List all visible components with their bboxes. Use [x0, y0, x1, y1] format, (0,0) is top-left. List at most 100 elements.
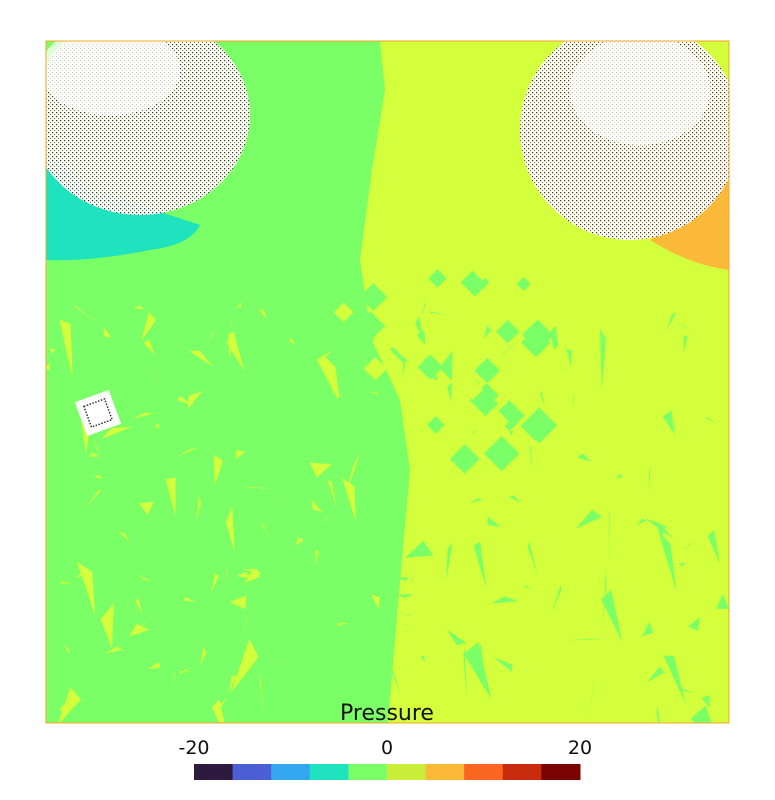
- mesh-artifact: [258, 309, 266, 319]
- mesh-artifact: [429, 311, 447, 315]
- mesh-diamond: [516, 277, 531, 291]
- mesh-artifact: [582, 355, 587, 363]
- mesh-artifact: [315, 550, 319, 566]
- mesh-artifact: [187, 391, 203, 410]
- mesh-artifact: [602, 568, 607, 632]
- mesh-artifact: [600, 589, 623, 643]
- mesh-artifact: [642, 621, 654, 637]
- mesh-artifact: [463, 641, 492, 700]
- mesh-artifact: [311, 499, 322, 513]
- mesh-diamond: [333, 302, 354, 322]
- domain-border: [45, 40, 730, 724]
- mesh-artifact: [508, 495, 521, 504]
- mesh-diamond: [417, 354, 444, 380]
- colorbar-bin: [387, 764, 427, 780]
- mesh-diamond: [433, 326, 460, 353]
- mesh-artifact: [473, 541, 487, 589]
- mesh-diamond: [482, 271, 503, 292]
- mesh-artifact: [236, 572, 256, 580]
- mesh-artifact: [609, 510, 611, 568]
- mesh-artifact: [286, 491, 288, 512]
- colorbar-bin: [348, 764, 388, 780]
- mesh-artifact: [409, 574, 415, 583]
- mesh-artifact: [137, 574, 152, 582]
- mesh-diamond: [363, 357, 387, 381]
- mesh-artifact: [153, 370, 155, 380]
- mesh-diamond: [336, 392, 352, 408]
- mesh-artifact: [646, 666, 665, 683]
- mesh-artifact: [176, 447, 199, 457]
- mesh-artifact: [309, 462, 332, 478]
- mesh-artifact: [295, 537, 304, 546]
- mesh-artifact: [463, 647, 467, 698]
- mesh-artifact: [177, 396, 195, 407]
- mesh-artifact: [600, 328, 606, 391]
- mesh-artifact: [370, 391, 380, 395]
- mesh-diamond: [546, 351, 567, 372]
- mesh-artifact: [242, 569, 262, 575]
- mesh-artifact: [683, 335, 688, 354]
- colorbar-bin: [309, 764, 349, 780]
- mesh-artifact: [104, 646, 122, 654]
- mesh-artifact: [173, 671, 177, 687]
- mesh-diamond: [474, 383, 499, 408]
- mesh-diamond: [474, 357, 500, 384]
- mesh-artifact: [212, 699, 225, 723]
- mesh-diamond: [355, 311, 386, 341]
- colorbar: [194, 764, 581, 780]
- mesh-artifact: [446, 542, 453, 582]
- mesh-artifact: [677, 322, 691, 331]
- mesh-artifact: [678, 687, 695, 694]
- mesh-artifact: [586, 676, 596, 723]
- colorbar-bin: [541, 764, 581, 780]
- colorbar-tick-label: 0: [381, 737, 393, 759]
- mesh-artifact: [509, 430, 514, 437]
- mesh-artifact: [94, 475, 104, 480]
- mesh-artifact: [213, 454, 223, 486]
- mesh-diamond: [410, 397, 434, 422]
- mesh-diamond: [466, 248, 499, 281]
- mesh-artifact: [383, 353, 389, 359]
- colorbar-bin: [271, 764, 311, 780]
- warm-zone-right: [650, 130, 729, 270]
- mesh-artifact: [133, 412, 155, 419]
- mesh-diamond: [415, 373, 442, 400]
- mesh-diamond: [388, 302, 418, 331]
- mesh-artifact: [140, 622, 146, 626]
- mesh-artifact: [446, 629, 467, 646]
- mesh-artifact: [103, 326, 112, 338]
- mesh-artifact: [278, 662, 282, 664]
- mesh-artifact: [501, 341, 517, 357]
- mesh-artifact: [371, 594, 380, 610]
- mesh-artifact: [567, 638, 606, 641]
- mesh-diamond: [522, 319, 554, 351]
- mesh-artifact: [289, 337, 296, 345]
- colorbar-bin: [502, 764, 542, 780]
- mesh-artifact: [540, 390, 546, 407]
- mesh-artifact: [336, 622, 348, 627]
- mesh-artifact: [405, 623, 411, 626]
- mesh-artifact: [235, 450, 246, 460]
- mesh-artifact: [658, 425, 664, 432]
- mesh-artifact: [645, 518, 675, 540]
- mesh-diamond: [486, 409, 507, 430]
- mesh-artifact: [89, 452, 100, 457]
- mesh-artifact: [183, 597, 196, 602]
- mesh-artifact: [342, 477, 357, 523]
- mesh-artifact: [64, 644, 70, 654]
- mesh-diamond: [514, 265, 529, 279]
- mesh-artifact: [397, 576, 408, 582]
- mesh-artifact: [59, 319, 73, 379]
- mesh-artifact: [88, 377, 97, 379]
- mesh-artifact: [390, 668, 402, 696]
- mesh-diamond: [495, 319, 520, 344]
- mesh-artifact: [241, 486, 273, 489]
- colorbar-bin: [194, 764, 234, 780]
- mesh-artifact: [642, 471, 645, 477]
- mesh-artifact: [211, 573, 220, 593]
- mesh-diamond: [426, 416, 445, 434]
- mesh-diamond: [503, 415, 519, 430]
- mesh-diamond: [398, 334, 433, 369]
- mesh-artifact: [474, 378, 481, 387]
